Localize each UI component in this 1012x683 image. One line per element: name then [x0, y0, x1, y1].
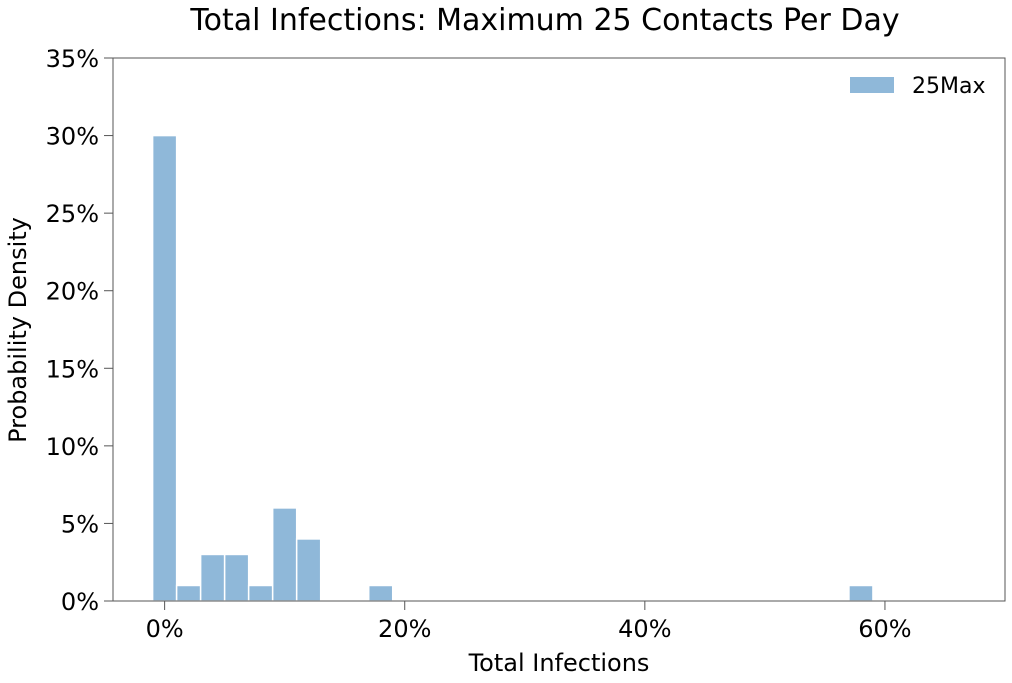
y-tick-label: 10% — [46, 433, 99, 461]
histogram-bar — [848, 584, 874, 602]
histogram-bar — [247, 584, 274, 602]
x-axis-label: Total Infections — [468, 649, 650, 677]
y-tick-label: 0% — [61, 588, 99, 616]
histogram-bar — [295, 538, 322, 602]
y-tick-label: 30% — [46, 123, 99, 151]
x-tick-label: 60% — [858, 615, 911, 643]
x-tick-label: 20% — [378, 615, 431, 643]
y-tick-label: 5% — [61, 510, 99, 538]
x-tick-label: 0% — [146, 615, 184, 643]
y-tick-label: 20% — [46, 278, 99, 306]
histogram-bar — [271, 507, 298, 602]
y-tick-label: 35% — [46, 45, 99, 73]
y-axis-label: Probability Density — [4, 217, 32, 443]
histogram-bar — [223, 553, 250, 602]
histogram-bar — [367, 584, 394, 602]
legend-label: 25Max — [912, 74, 985, 99]
histogram-bar — [175, 584, 202, 602]
histogram-bar — [199, 553, 226, 602]
y-tick-label: 15% — [46, 355, 99, 383]
plot-frame — [112, 57, 1006, 602]
bars-group — [151, 134, 874, 602]
chart-title: Total Infections: Maximum 25 Contacts Pe… — [189, 3, 899, 38]
histogram-bar — [151, 134, 178, 602]
legend-swatch — [850, 77, 894, 93]
legend: 25Max — [850, 74, 985, 99]
x-tick-label: 40% — [618, 615, 671, 643]
y-tick-label: 25% — [46, 200, 99, 228]
x-axis-ticks: 0% 20% 40% 60% — [146, 601, 912, 643]
y-axis-ticks: 0% 5% 10% 15% 20% 25% 30% 35% — [46, 45, 113, 616]
